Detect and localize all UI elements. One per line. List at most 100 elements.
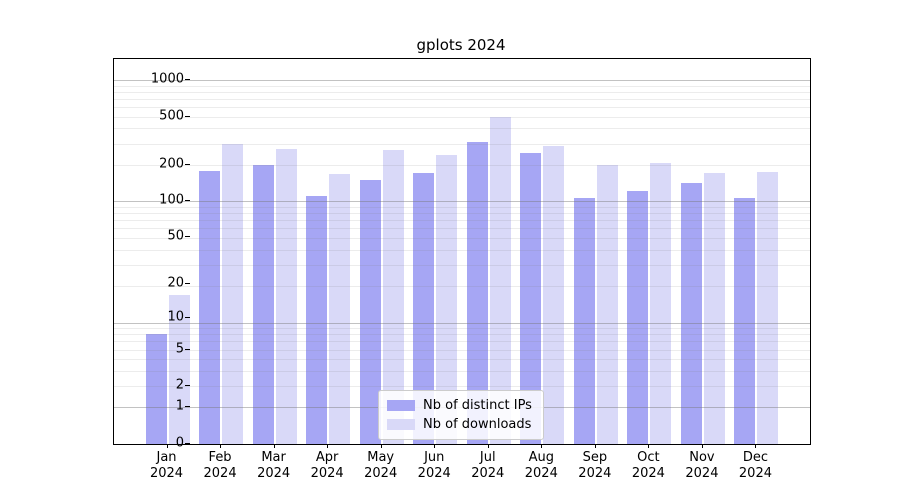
major-gridline xyxy=(114,80,810,82)
y-tick-label: 5 xyxy=(175,341,184,357)
y-tick-mark xyxy=(185,282,190,284)
legend-item-distinct-ips: Nb of distinct IPs xyxy=(387,396,535,415)
minor-gridline xyxy=(114,220,810,222)
bar-ips-oct xyxy=(627,190,649,444)
bar-downloads-dec xyxy=(757,171,779,444)
bar-downloads-jan xyxy=(168,294,190,444)
x-tick-mark xyxy=(434,444,436,448)
bar-ips-jun xyxy=(413,172,435,444)
minor-gridline xyxy=(114,116,810,118)
legend-label: Nb of distinct IPs xyxy=(423,398,532,413)
minor-gridline xyxy=(114,386,810,388)
x-tick-year: 2024 xyxy=(631,466,665,481)
minor-gridline xyxy=(114,359,810,361)
x-tick-label: Apr 2024 xyxy=(297,450,357,482)
x-tick-year: 2024 xyxy=(310,466,344,481)
x-tick-label: Nov 2024 xyxy=(672,450,732,482)
minor-gridline xyxy=(114,107,810,108)
y-tick-label: 2 xyxy=(175,377,184,393)
x-tick-label: Jan 2024 xyxy=(137,450,197,482)
bar-ips-mar xyxy=(252,165,274,444)
minor-gridline xyxy=(114,328,810,330)
y-tick-mark xyxy=(185,385,190,387)
minor-gridline xyxy=(114,228,810,230)
x-tick-year: 2024 xyxy=(738,466,772,481)
bar-ips-sep xyxy=(573,198,595,444)
bar-downloads-feb xyxy=(222,144,244,444)
y-tick-mark xyxy=(185,316,190,318)
y-tick-mark xyxy=(185,348,190,350)
x-tick-mark xyxy=(273,444,275,448)
x-tick-year: 2024 xyxy=(524,466,558,481)
bar-ips-apr xyxy=(306,195,328,444)
y-tick-label: 10 xyxy=(167,309,184,325)
x-tick-year: 2024 xyxy=(417,466,451,481)
x-tick-label: Mar 2024 xyxy=(244,450,304,482)
major-gridline xyxy=(114,201,810,203)
x-tick-label: Jul 2024 xyxy=(458,450,518,482)
minor-gridline xyxy=(114,206,810,208)
y-tick-mark xyxy=(185,163,190,165)
x-tick-label: Aug 2024 xyxy=(511,450,571,482)
y-tick-mark xyxy=(185,443,190,444)
y-tick-label: 1 xyxy=(175,398,184,414)
x-tick-year: 2024 xyxy=(257,466,291,481)
bar-downloads-aug xyxy=(543,146,565,444)
minor-gridline xyxy=(114,213,810,215)
minor-gridline xyxy=(114,128,810,130)
minor-gridline xyxy=(114,264,810,266)
minor-gridline xyxy=(114,349,810,351)
y-tick-label: 1000 xyxy=(150,71,184,87)
minor-gridline xyxy=(114,85,810,87)
bar-ips-feb xyxy=(199,171,221,444)
minor-gridline xyxy=(114,98,810,100)
x-tick-mark xyxy=(327,444,329,448)
chart-title: gplots 2024 xyxy=(416,36,506,54)
bar-ips-may xyxy=(359,180,381,444)
x-tick-mark xyxy=(166,444,168,448)
bar-downloads-mar xyxy=(275,148,297,444)
minor-gridline xyxy=(114,286,810,288)
y-tick-label: 20 xyxy=(167,275,184,291)
x-tick-year: 2024 xyxy=(149,466,184,481)
bar-ips-dec xyxy=(734,197,756,444)
plot-area xyxy=(113,58,811,445)
bar-ips-aug xyxy=(520,152,542,444)
minor-gridline xyxy=(114,249,810,251)
bar-downloads-may xyxy=(382,150,404,444)
x-tick-year: 2024 xyxy=(578,466,612,481)
x-tick-mark xyxy=(755,444,757,448)
x-tick-mark xyxy=(594,444,596,448)
bar-downloads-apr xyxy=(329,173,351,444)
y-tick-mark xyxy=(185,115,190,117)
x-tick-mark xyxy=(380,444,382,448)
y-tick-label: 500 xyxy=(159,108,184,123)
bar-ips-nov xyxy=(680,183,702,444)
major-gridline xyxy=(114,322,810,324)
y-tick-mark xyxy=(185,199,190,201)
y-tick-label: 50 xyxy=(167,228,184,244)
legend-item-downloads: Nb of downloads xyxy=(387,415,535,434)
y-tick-mark xyxy=(185,79,190,81)
y-tick-label: 0 xyxy=(175,435,184,451)
x-tick-label: Dec 2024 xyxy=(725,450,785,482)
distinct-ips-swatch xyxy=(387,400,415,411)
bar-downloads-sep xyxy=(596,165,618,444)
y-tick-mark xyxy=(185,235,190,237)
x-tick-year: 2024 xyxy=(203,466,237,481)
minor-gridline xyxy=(114,341,810,343)
bar-downloads-jul xyxy=(489,116,511,444)
minor-gridline xyxy=(114,91,810,93)
x-tick-label: Sep 2024 xyxy=(565,450,625,482)
x-tick-label: Oct 2024 xyxy=(618,450,678,482)
bar-downloads-jun xyxy=(436,155,458,444)
x-tick-mark xyxy=(701,444,703,448)
minor-gridline xyxy=(114,164,810,166)
bar-ips-jul xyxy=(466,142,488,444)
x-tick-mark xyxy=(648,444,650,448)
minor-gridline xyxy=(114,143,810,145)
bar-downloads-oct xyxy=(650,162,672,444)
x-tick-label: Feb 2024 xyxy=(190,450,250,482)
legend: Nb of distinct IPs Nb of downloads xyxy=(378,390,544,440)
